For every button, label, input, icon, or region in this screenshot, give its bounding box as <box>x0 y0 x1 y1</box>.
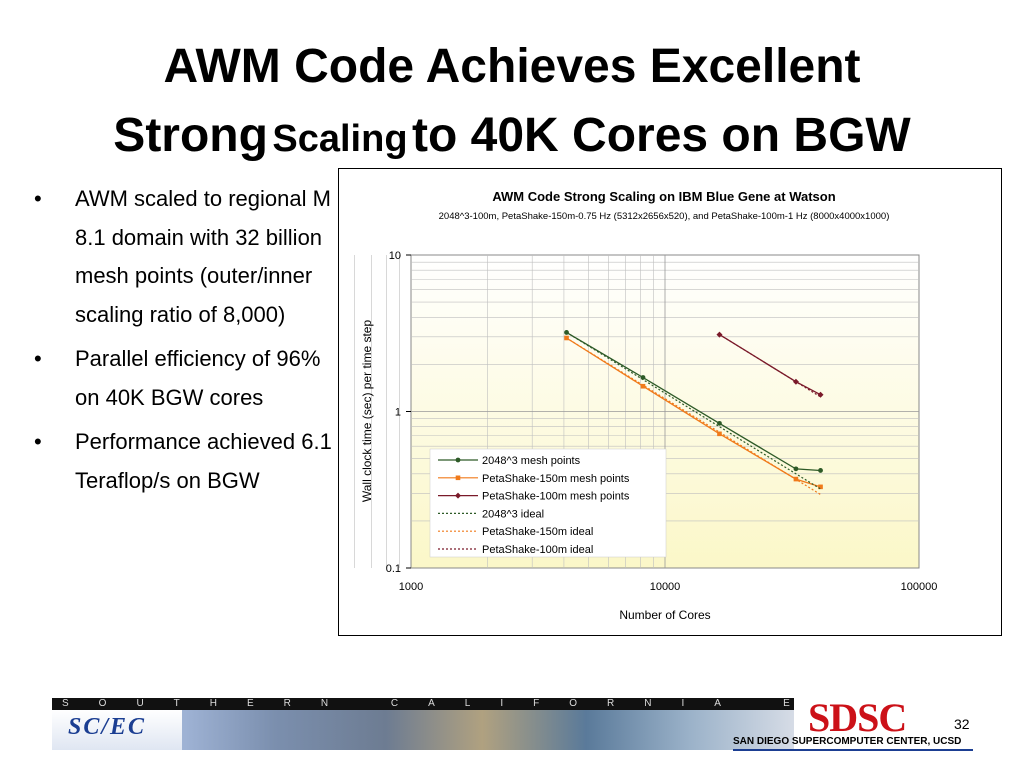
title-line-1: AWM Code Achieves Excellent <box>163 40 861 93</box>
scec-logo-text: SC/EC <box>68 714 147 740</box>
data-point <box>716 331 723 338</box>
x-tick-label: 100000 <box>901 581 938 593</box>
y-tick-label: 10 <box>389 250 401 262</box>
legend-box <box>429 448 667 558</box>
legend-label: PetaShake-100m mesh points <box>482 491 630 503</box>
chart-title: AWM Code Strong Scaling on IBM Blue Gene… <box>492 189 835 204</box>
data-point <box>818 484 823 490</box>
legend-label: 2048^3 ideal <box>482 508 544 520</box>
data-point <box>717 431 722 437</box>
legend-item: PetaShake-100m mesh points <box>438 491 630 503</box>
data-point <box>793 466 799 472</box>
data-point <box>717 420 722 426</box>
x-tick-label: 1000 <box>399 581 423 593</box>
legend-item: 2048^3 mesh points <box>438 455 581 467</box>
slide-number: 32 <box>954 716 970 732</box>
legend: 2048^3 mesh points PetaShake-150m mesh po… <box>429 448 667 558</box>
sdsc-subtitle: SAN DIEGO SUPERCOMPUTER CENTER, UCSD <box>733 736 962 747</box>
legend-marker <box>455 457 461 463</box>
data-point <box>818 468 823 473</box>
legend-item: PetaShake-150m mesh points <box>438 473 630 485</box>
slide-title: AWM Code Achieves Excellent Strong Scali… <box>0 38 1024 176</box>
scaling-chart: AWM Code Strong Scaling on IBM Blue Gene… <box>233 189 938 622</box>
legend-item: 2048^3 ideal <box>438 508 544 520</box>
legend-marker <box>455 492 461 499</box>
footer-banner: SOUTHERN CALIFORNIA EARTHQUAKE CENTER SC… <box>52 698 794 750</box>
chart-subtitle: 2048^3-100m, PetaShake-150m-0.75 Hz (531… <box>439 211 890 222</box>
x-tick-label: 10000 <box>650 581 681 593</box>
footer-strip: SOUTHERN CALIFORNIA EARTHQUAKE CENTER <box>52 698 794 710</box>
x-axis-label: Number of Cores <box>619 608 710 622</box>
bullet-list: • AWM scaled to regional M 8.1 domain wit… <box>30 180 340 506</box>
y-tick-label: 0.1 <box>386 563 401 575</box>
bullet-item: • AWM scaled to regional M 8.1 domain wit… <box>30 180 340 334</box>
scec-logo: SC/EC <box>52 710 182 750</box>
legend-item: PetaShake-150m ideal <box>438 526 593 538</box>
bullet-icon: • <box>34 186 42 211</box>
y-axis-label: Wall clock time (sec) per time step <box>360 320 374 503</box>
axes: 1000 10000 100000 0.1 1 10 <box>386 250 938 593</box>
bullet-icon: • <box>34 429 42 454</box>
y-tick-label: 1 <box>395 407 401 419</box>
series-1 <box>564 330 823 473</box>
legend-marker <box>455 475 461 481</box>
legend-item: PetaShake-100m ideal <box>438 544 593 556</box>
chart-frame: AWM Code Strong Scaling on IBM Blue Gene… <box>233 168 1002 636</box>
title-line-2: Strong Scaling to 40K Cores on BGW <box>113 109 911 162</box>
bullet-item: • Parallel efficiency of 96% on 40K BGW c… <box>30 340 340 417</box>
series <box>564 330 824 496</box>
legend-label: 2048^3 mesh points <box>482 455 581 467</box>
bullet-item: • Performance achieved 6.1 Teraflop/s on … <box>30 423 340 500</box>
series-line <box>719 334 821 398</box>
series-6 <box>719 334 821 398</box>
bullet-icon: • <box>34 346 42 371</box>
sdsc-logo: SDSC <box>808 695 907 740</box>
legend-label: PetaShake-100m ideal <box>482 544 593 556</box>
legend-label: PetaShake-150m ideal <box>482 526 593 538</box>
legend-label: PetaShake-150m mesh points <box>482 473 630 485</box>
data-point <box>640 383 646 389</box>
sdsc-underline <box>733 749 973 751</box>
legend-items: 2048^3 mesh points PetaShake-150m mesh po… <box>438 455 630 556</box>
